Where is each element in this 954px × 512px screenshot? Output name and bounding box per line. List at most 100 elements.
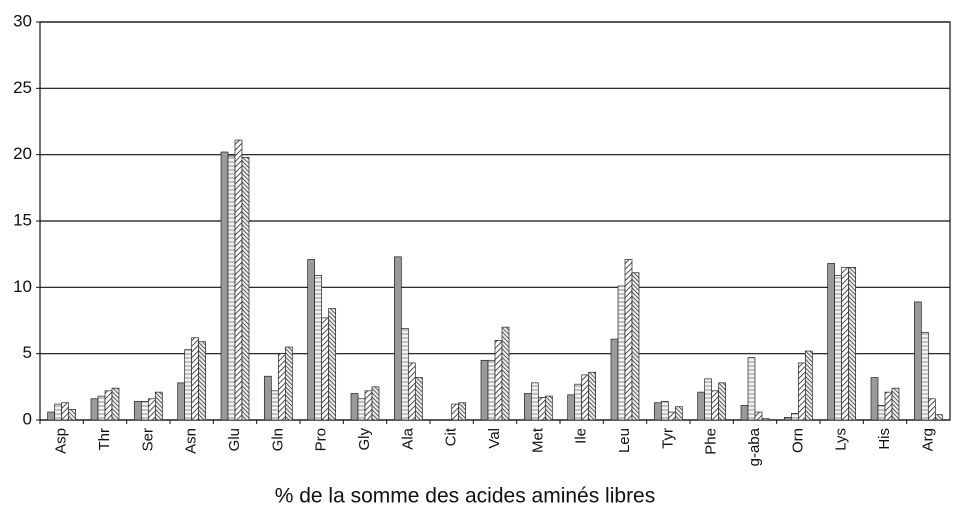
bar xyxy=(674,406,683,421)
bar xyxy=(848,267,857,421)
y-tick-label: 5 xyxy=(23,343,32,362)
x-tick-label: Arg xyxy=(919,428,936,451)
bar xyxy=(783,416,792,421)
bar xyxy=(184,349,193,421)
bar xyxy=(90,398,99,421)
x-tick-label: Glu xyxy=(226,428,243,451)
bar xyxy=(198,341,207,421)
x-tick-label: Asn xyxy=(183,428,200,454)
bar xyxy=(761,418,770,421)
bar xyxy=(740,405,749,421)
bar xyxy=(154,391,163,421)
bar xyxy=(754,411,763,421)
x-tick-label: Asp xyxy=(53,428,70,454)
bar xyxy=(234,139,243,421)
bar xyxy=(790,413,799,421)
bar xyxy=(458,402,467,421)
bar xyxy=(574,383,583,421)
bar xyxy=(588,371,597,421)
bar xyxy=(263,375,272,421)
x-tick-label: Orn xyxy=(789,428,806,453)
bar xyxy=(617,285,626,421)
bar xyxy=(47,411,56,421)
bar xyxy=(544,395,553,421)
bar xyxy=(284,346,293,421)
bar xyxy=(371,386,380,421)
bar xyxy=(61,402,70,421)
bar xyxy=(913,301,922,421)
bar xyxy=(414,377,423,421)
bar xyxy=(350,393,359,421)
bar xyxy=(934,414,943,421)
bar xyxy=(523,393,532,421)
x-tick-label: Ile xyxy=(573,428,590,444)
x-tick-label: Pro xyxy=(313,428,330,451)
bar xyxy=(653,402,662,421)
bar xyxy=(530,382,539,421)
bar xyxy=(884,391,893,421)
bar xyxy=(277,353,286,421)
bar xyxy=(827,263,836,421)
bar xyxy=(68,409,77,421)
bar xyxy=(357,398,366,421)
bar xyxy=(133,401,142,421)
bar xyxy=(191,337,200,421)
bar xyxy=(407,362,416,421)
bar xyxy=(494,340,503,421)
bar xyxy=(797,362,806,421)
bar xyxy=(147,398,156,421)
x-tick-label: Val xyxy=(486,428,503,449)
bar xyxy=(567,394,576,421)
y-tick-label: 30 xyxy=(13,11,32,30)
bar xyxy=(480,359,489,421)
bar xyxy=(328,308,337,421)
x-tick-label: Thr xyxy=(96,428,113,451)
bar xyxy=(241,156,250,421)
bar xyxy=(104,390,113,421)
bar xyxy=(111,387,120,421)
x-tick-label: Gly xyxy=(356,428,373,451)
x-tick-label: Lys xyxy=(833,428,850,451)
x-axis-title: % de la somme des acides aminés libres xyxy=(275,485,656,508)
x-tick-label: g-aba xyxy=(746,427,763,466)
bar xyxy=(393,256,402,421)
bar xyxy=(870,377,879,421)
bar xyxy=(400,328,409,421)
bar xyxy=(718,382,727,421)
bar xyxy=(927,398,936,421)
bar xyxy=(704,378,713,421)
x-tick-label: Leu xyxy=(616,428,633,453)
bar xyxy=(220,151,229,421)
y-tick-label: 15 xyxy=(13,210,32,229)
bar xyxy=(501,326,510,421)
bar xyxy=(697,391,706,421)
bar xyxy=(314,275,323,421)
bar xyxy=(177,382,186,421)
bar xyxy=(321,317,330,421)
bar xyxy=(877,405,886,421)
bar xyxy=(581,374,590,421)
bar xyxy=(834,275,843,421)
bar xyxy=(364,390,373,421)
y-tick-label: 10 xyxy=(13,277,32,296)
bar xyxy=(537,397,546,421)
bar xyxy=(451,403,460,421)
x-tick-label: Ser xyxy=(139,428,156,451)
x-tick-label: Met xyxy=(529,427,546,453)
x-tick-label: Ala xyxy=(399,427,416,449)
bar xyxy=(487,359,496,421)
bar xyxy=(711,390,720,421)
bar xyxy=(97,395,106,421)
bar xyxy=(804,350,813,421)
bar xyxy=(747,357,756,421)
bar xyxy=(624,259,633,421)
bar xyxy=(610,338,619,421)
bar xyxy=(140,401,149,421)
x-tick-label: Gln xyxy=(269,428,286,451)
x-tick-label: Phe xyxy=(703,428,720,455)
y-tick-label: 0 xyxy=(23,409,32,428)
bar xyxy=(667,411,676,421)
bar xyxy=(270,390,279,421)
bar xyxy=(54,403,63,421)
